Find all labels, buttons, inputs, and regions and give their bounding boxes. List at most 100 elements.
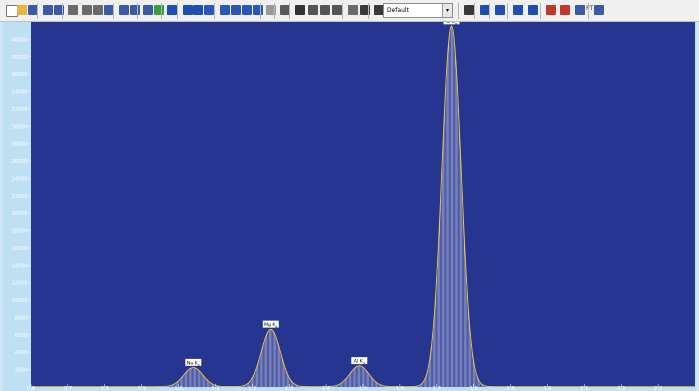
view-1-button[interactable] <box>165 3 180 18</box>
palette-button[interactable] <box>558 3 573 18</box>
peak-label-box <box>351 357 368 365</box>
y-tick-label: 34000 <box>11 90 28 96</box>
y-tick-label: 38000 <box>11 55 28 61</box>
save-icon <box>28 5 38 15</box>
layout-1-button[interactable] <box>202 3 217 18</box>
toolbar-separator <box>62 3 63 19</box>
find-next-button[interactable] <box>318 3 333 18</box>
find-next-icon <box>320 5 330 15</box>
settings-button[interactable] <box>592 3 607 18</box>
zoom-icon <box>93 5 103 15</box>
toolbar-separator <box>37 3 38 19</box>
x-tick-label: 1.3 <box>285 386 293 391</box>
y-tick-label: 40000 <box>11 37 28 43</box>
undo-button[interactable] <box>128 3 143 18</box>
whats-this-button[interactable] <box>52 3 67 18</box>
open-folder-icon <box>17 5 27 15</box>
spectrum-frame: 2000 4000 6000 8000 10000 12000 14000 16000 1800… <box>3 22 696 391</box>
chart-3-icon <box>528 5 538 15</box>
layout-2-icon <box>220 5 230 15</box>
check-button[interactable] <box>152 3 167 18</box>
help-button[interactable] <box>41 3 56 18</box>
toolbar-separator <box>214 3 215 19</box>
x-tick-label: 1.6 <box>396 386 404 391</box>
periodic-table-button[interactable]: PT <box>573 3 593 18</box>
zoom-out-button[interactable] <box>117 3 132 18</box>
pan-icon <box>82 5 92 15</box>
y-tick-label: 28000 <box>11 142 28 148</box>
help-icon <box>43 5 53 15</box>
view-3-button[interactable] <box>191 3 206 18</box>
options-button[interactable] <box>330 3 345 18</box>
layout-4-button[interactable] <box>240 3 255 18</box>
chart-2-button[interactable] <box>511 3 526 18</box>
profile-select[interactable]: Default ▾ <box>383 3 453 18</box>
toolbar-separator <box>137 3 138 19</box>
analyze-button[interactable] <box>478 3 493 18</box>
check-icon <box>154 5 164 15</box>
analyze-icon <box>480 5 490 15</box>
tool-b-button[interactable] <box>462 3 477 18</box>
pt-label: PT <box>586 5 594 12</box>
redo-button[interactable] <box>141 3 156 18</box>
view-2-icon <box>183 5 193 15</box>
measure-button[interactable] <box>358 3 373 18</box>
calibrate-icon <box>348 5 358 15</box>
pan-button[interactable] <box>80 3 95 18</box>
layout-2-button[interactable] <box>218 3 233 18</box>
toolbar-separator <box>507 3 508 19</box>
peak-label[interactable]: Mg Kα <box>262 320 279 330</box>
find-icon <box>308 5 318 15</box>
peak-label[interactable]: Na Kα <box>185 358 202 368</box>
find-button[interactable] <box>306 3 321 18</box>
peak-label-box <box>262 320 279 328</box>
x-tick-label: 1.2 <box>248 386 256 391</box>
zoom-out-icon <box>119 5 129 15</box>
toolbar-separator <box>260 3 261 19</box>
layout-3-button[interactable] <box>229 3 244 18</box>
zoom-in-icon <box>104 5 114 15</box>
binoculars-button[interactable] <box>293 3 308 18</box>
tool-a-button[interactable] <box>372 3 387 18</box>
peak-label[interactable]: Si Kα <box>443 22 460 26</box>
plot-area <box>31 22 695 387</box>
zoom-button[interactable] <box>91 3 106 18</box>
whats-this-icon <box>54 5 64 15</box>
tool-a-icon <box>374 5 384 15</box>
zoom-in-button[interactable] <box>102 3 117 18</box>
toolbar-separator <box>177 3 178 19</box>
view-2-button[interactable] <box>181 3 196 18</box>
open-folder-button[interactable] <box>15 3 30 18</box>
export-button[interactable] <box>544 3 559 18</box>
spectrum-chart[interactable]: 2000 4000 6000 8000 10000 12000 14000 16000 1800… <box>3 22 696 391</box>
y-tick-label: 10000 <box>11 298 28 304</box>
chart-3-button[interactable] <box>526 3 541 18</box>
y-tick-label: 2000 <box>15 368 28 374</box>
palette-icon <box>560 5 570 15</box>
chart-1-button[interactable] <box>493 3 508 18</box>
save-button[interactable] <box>26 3 41 18</box>
chevron-down-icon[interactable]: ▾ <box>442 4 452 17</box>
x-tick-label: 0.7 <box>64 386 72 391</box>
y-tick-label: 14000 <box>11 263 28 269</box>
y-tick-label: 22000 <box>11 194 28 200</box>
toolbar-separator <box>342 3 343 19</box>
list-icon <box>266 5 276 15</box>
list-button[interactable] <box>264 3 279 18</box>
grid-button[interactable] <box>251 3 266 18</box>
peak-label[interactable]: Al Kα <box>351 357 368 366</box>
calibrate-button[interactable] <box>346 3 361 18</box>
x-tick-label: 2.1 <box>580 386 588 391</box>
peak-label-box <box>443 22 460 25</box>
y-tick-label: 26000 <box>11 159 28 165</box>
select-icon <box>68 5 78 15</box>
peak-label-text: Mg Kα <box>264 322 277 329</box>
toolbar: PT Default ▾ <box>0 0 699 22</box>
x-tick-label: 1.7 <box>433 386 441 391</box>
grid-icon <box>253 5 263 15</box>
document-button[interactable] <box>278 3 293 18</box>
x-tick-label: 1.0 <box>174 386 182 391</box>
select-button[interactable] <box>66 3 81 18</box>
x-tick-label: 0.6 <box>27 386 35 391</box>
chart-2-icon <box>513 5 523 15</box>
